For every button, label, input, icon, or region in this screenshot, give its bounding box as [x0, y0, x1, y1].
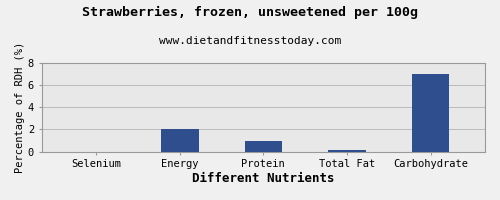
Bar: [412, 74, 450, 152]
Bar: [161, 129, 198, 152]
Text: www.dietandfitnesstoday.com: www.dietandfitnesstoday.com: [159, 36, 341, 46]
Text: Strawberries, frozen, unsweetened per 100g: Strawberries, frozen, unsweetened per 10…: [82, 6, 418, 19]
Bar: [244, 141, 282, 152]
Y-axis label: Percentage of RDH (%): Percentage of RDH (%): [15, 42, 25, 173]
X-axis label: Different Nutrients: Different Nutrients: [192, 172, 334, 185]
Bar: [328, 150, 366, 152]
